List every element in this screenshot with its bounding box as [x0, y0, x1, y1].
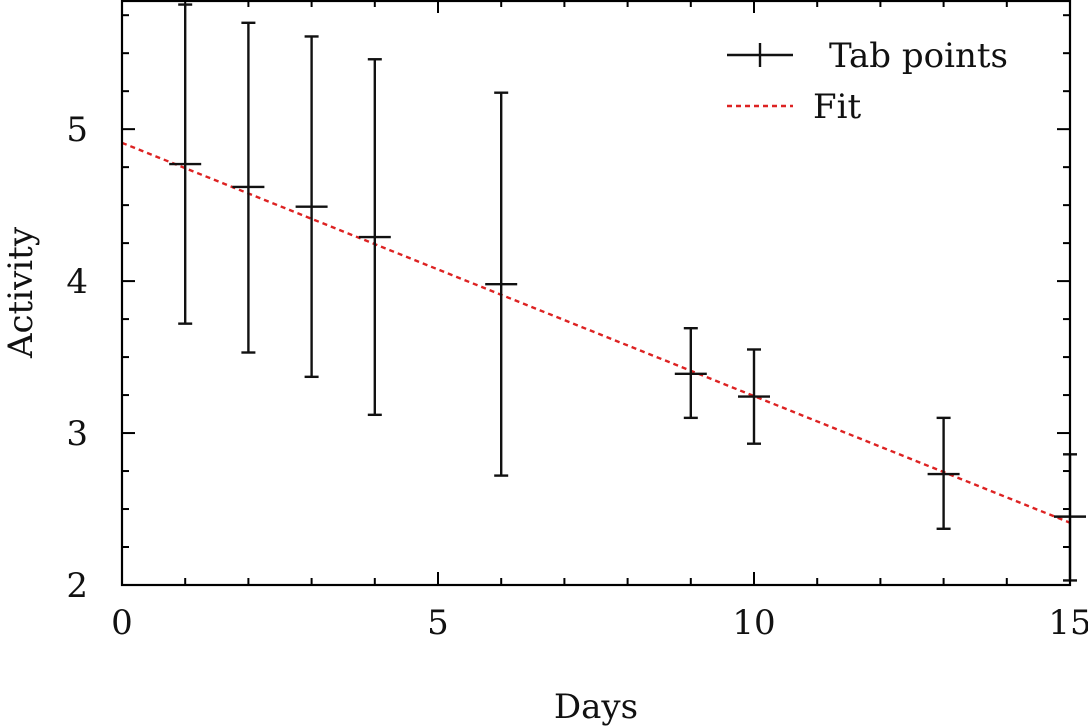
x-tick-label: 0	[111, 603, 133, 643]
x-axis-label: Days	[554, 687, 638, 727]
x-tick-label: 10	[732, 603, 775, 643]
data-point	[738, 348, 770, 445]
tick-marks	[121, 0, 1071, 586]
legend-label-tab-points: Tab points	[829, 36, 1008, 76]
data-point	[927, 416, 960, 530]
y-tick-label: 5	[66, 110, 88, 150]
data-point	[485, 91, 518, 477]
y-axis-label: Activity	[1, 226, 41, 359]
data-point	[295, 35, 328, 379]
plot-series	[121, 3, 1086, 582]
legend-label-fit: Fit	[813, 87, 861, 127]
y-tick-label: 4	[66, 262, 88, 302]
y-tick-label: 2	[66, 566, 88, 606]
data-point	[169, 3, 202, 325]
x-tick-label: 5	[427, 603, 449, 643]
x-tick-label: 15	[1048, 603, 1088, 643]
data-point	[232, 21, 265, 354]
data-point	[358, 58, 391, 417]
legend-item-fit: Fit	[727, 87, 861, 127]
fit-line	[121, 141, 1071, 524]
y-tick-label: 3	[66, 414, 88, 454]
legend: Tab points Fit	[727, 36, 1008, 127]
legend-item-tab-points: Tab points	[727, 36, 1008, 76]
plot-frame	[120, 0, 1072, 587]
data-point	[674, 327, 707, 420]
tick-labels: 0 5 10 15 2 3 4 5	[66, 110, 1088, 643]
